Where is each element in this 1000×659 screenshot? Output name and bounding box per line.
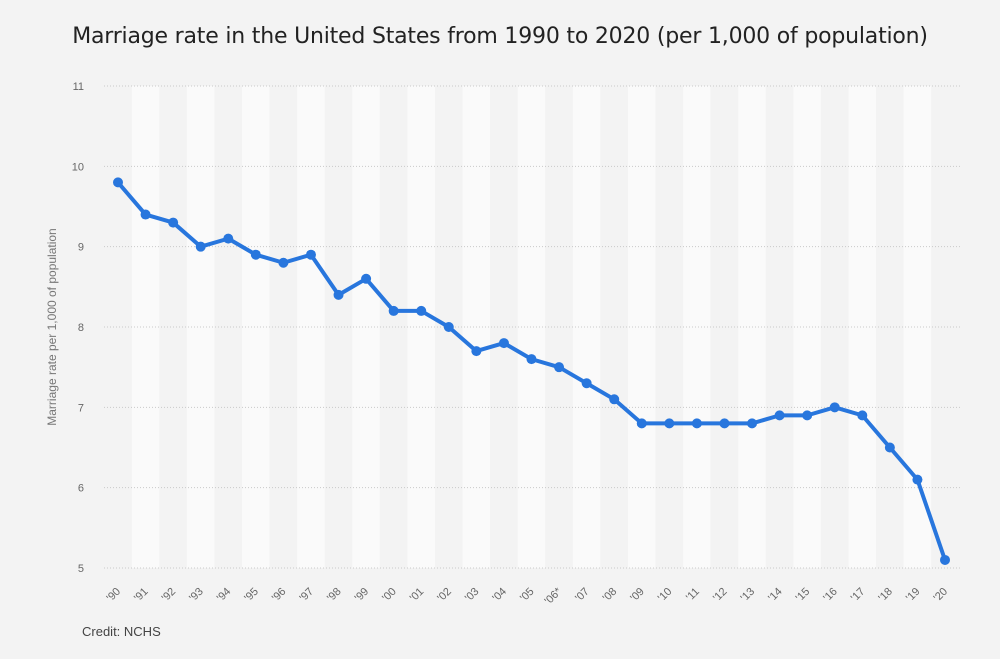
x-tick-label: '04 <box>490 586 509 605</box>
data-point <box>168 217 179 228</box>
data-point <box>195 241 206 252</box>
data-point <box>113 177 123 188</box>
column-band <box>545 86 573 568</box>
x-tick-label: '90 <box>104 586 123 605</box>
column-band <box>242 86 270 568</box>
data-point <box>691 418 702 429</box>
data-point <box>223 233 234 244</box>
data-point <box>857 410 868 421</box>
data-point <box>305 249 316 260</box>
data-point <box>829 402 840 413</box>
credit-text: Credit: NCHS <box>82 624 161 639</box>
column-band <box>379 86 408 568</box>
x-tick-label: '20 <box>931 586 950 605</box>
column-band <box>104 86 132 568</box>
data-point <box>416 305 427 316</box>
x-tick-label: '16 <box>821 586 840 605</box>
x-tick-label: '07 <box>573 586 592 605</box>
chart-title: Marriage rate in the United States from … <box>72 24 928 49</box>
x-tick-label: '05 <box>518 586 537 605</box>
x-tick-label: '09 <box>628 586 647 605</box>
x-tick-label: '12 <box>711 586 730 605</box>
column-band <box>517 86 546 568</box>
x-tick-label: '10 <box>656 586 675 605</box>
x-tick-label: '01 <box>408 586 427 605</box>
x-tick-label: '19 <box>904 586 923 605</box>
data-point <box>471 346 482 357</box>
y-axis-ticks: 5 6 7 8 9 10 11 <box>72 81 84 575</box>
x-tick-label: '97 <box>297 586 316 605</box>
data-point <box>388 305 399 316</box>
column-band <box>710 86 739 568</box>
series-layer <box>113 177 950 565</box>
data-point <box>719 418 730 429</box>
data-point <box>140 209 151 220</box>
data-point <box>774 410 785 421</box>
x-tick-label: '00 <box>380 586 399 605</box>
x-tick-label: '93 <box>187 586 206 605</box>
column-band <box>269 86 298 568</box>
x-tick-label: '91 <box>132 586 151 605</box>
data-point <box>498 338 509 349</box>
data-point <box>912 474 923 485</box>
column-band <box>820 86 849 568</box>
x-tick-label: '11 <box>684 586 702 604</box>
x-tick-label: '17 <box>849 586 868 605</box>
column-band <box>407 86 436 568</box>
data-point <box>581 378 592 389</box>
x-tick-label: '15 <box>794 586 813 605</box>
x-axis-ticks: '90 '91 '92 '93 '94 '95 '96 '97 '98 '99 '00 '01 '02 '… <box>104 585 950 607</box>
x-tick-label: '02 <box>435 586 454 605</box>
data-point <box>636 418 647 429</box>
data-point <box>747 418 758 429</box>
x-tick-label: '06* <box>543 585 565 607</box>
data-point <box>278 257 289 268</box>
data-point <box>333 289 344 300</box>
y-tick-label: 5 <box>78 563 84 575</box>
x-tick-label: '08 <box>601 586 620 605</box>
column-band <box>683 86 711 568</box>
y-axis-label: Marriage rate per 1,000 of population <box>45 228 59 425</box>
data-point <box>526 354 537 365</box>
data-point <box>554 362 565 373</box>
x-tick-label: '99 <box>353 586 372 605</box>
data-point <box>664 418 675 429</box>
y-tick-label: 9 <box>78 242 84 254</box>
column-band <box>655 86 684 568</box>
x-tick-label: '18 <box>876 586 895 605</box>
data-point <box>884 442 895 453</box>
x-tick-label: '98 <box>325 586 344 605</box>
x-tick-label: '95 <box>242 586 261 605</box>
x-tick-label: '14 <box>766 586 785 605</box>
column-band <box>848 86 877 568</box>
data-point <box>940 554 950 565</box>
y-tick-label: 10 <box>72 161 84 173</box>
data-point <box>609 394 620 405</box>
data-point <box>361 273 372 284</box>
y-tick-label: 6 <box>78 483 84 495</box>
column-band <box>572 86 601 568</box>
y-tick-label: 8 <box>78 322 84 334</box>
x-tick-label: '92 <box>160 586 179 605</box>
x-tick-label: '03 <box>463 586 482 605</box>
column-band <box>214 86 243 568</box>
y-tick-label: 7 <box>78 402 84 414</box>
y-tick-label: 11 <box>73 81 84 93</box>
x-tick-label: '13 <box>739 586 758 605</box>
x-tick-label: '96 <box>270 586 289 605</box>
data-point <box>802 410 813 421</box>
column-band <box>131 86 160 568</box>
data-point <box>250 249 261 260</box>
data-point <box>443 322 454 332</box>
x-tick-label: '94 <box>215 586 234 605</box>
